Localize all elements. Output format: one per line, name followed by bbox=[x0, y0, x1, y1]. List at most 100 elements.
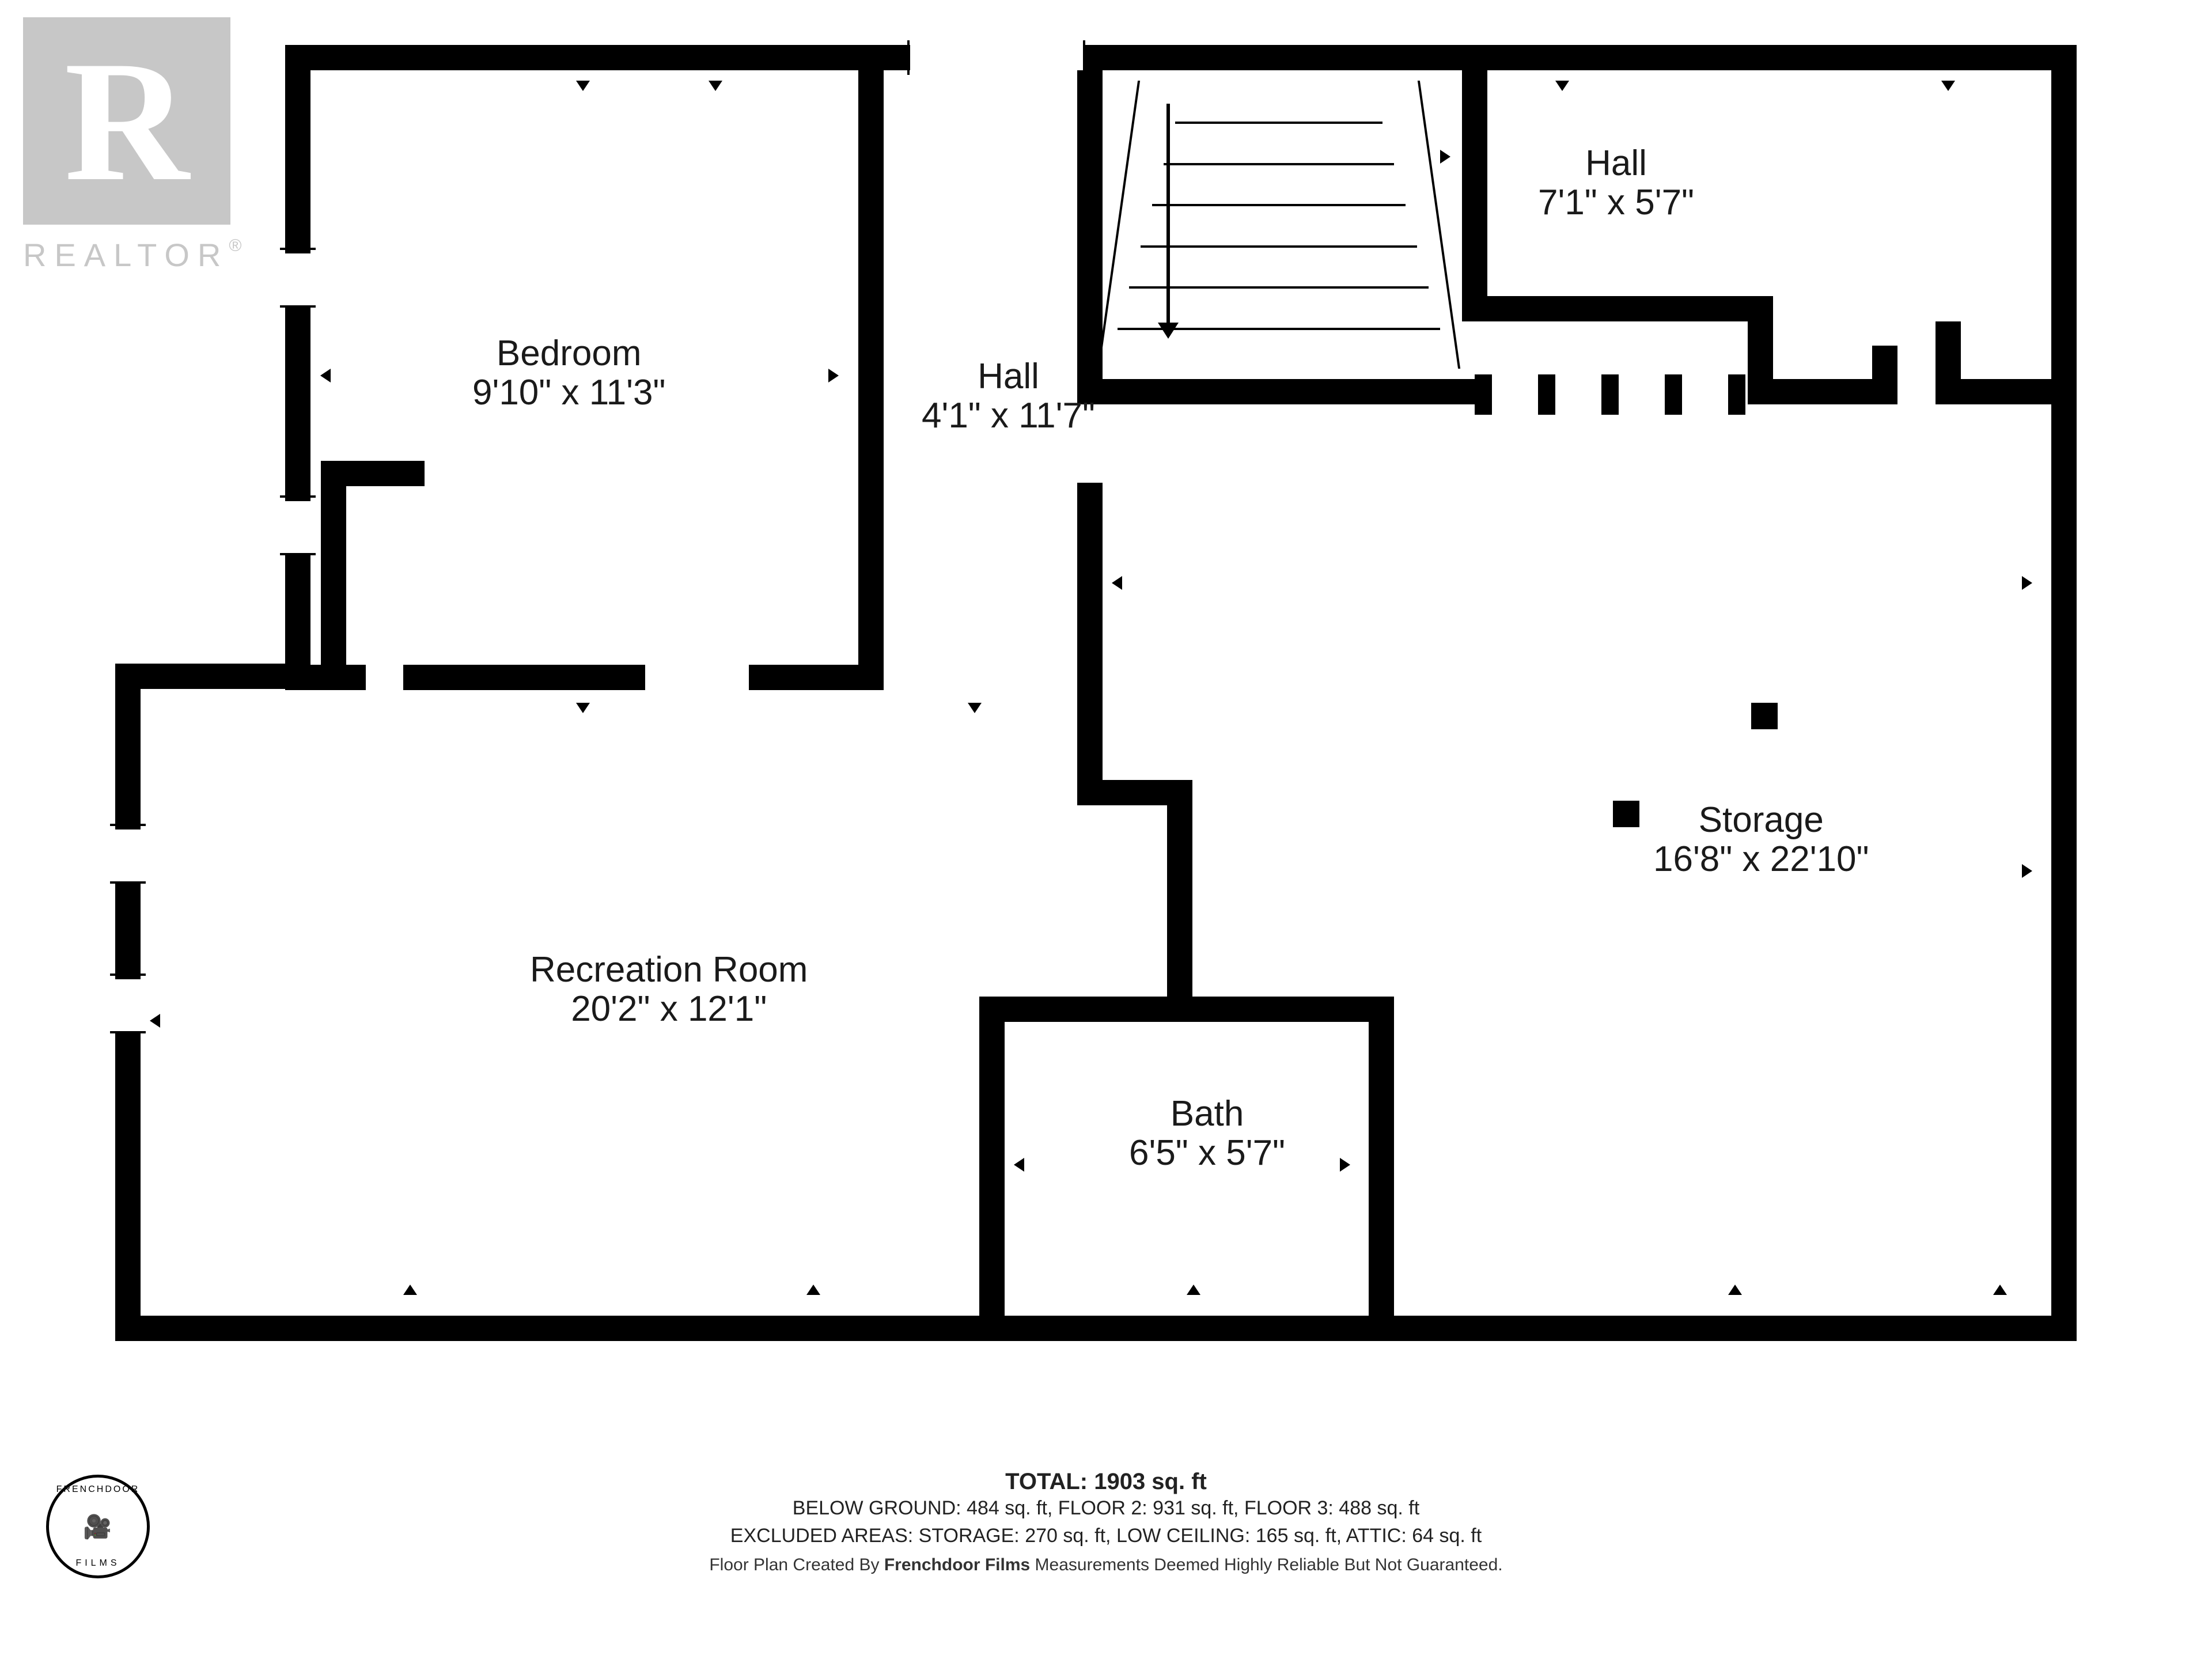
dimension-arrow-icon bbox=[806, 1285, 820, 1295]
wall-segment bbox=[1475, 374, 1492, 415]
wall-segment bbox=[979, 997, 1394, 1022]
window-trim bbox=[280, 553, 316, 555]
stair-arrow-icon bbox=[1158, 323, 1179, 339]
room-hall-mid: Hall 4'1" x 11'7" bbox=[922, 357, 1095, 435]
room-hall-top: Hall 7'1" x 5'7" bbox=[1538, 144, 1694, 222]
wall-opening bbox=[910, 45, 1083, 70]
wall-opening bbox=[1820, 296, 1872, 321]
wall-segment bbox=[115, 1316, 2077, 1341]
room-bath: Bath 6'5" x 5'7" bbox=[1129, 1094, 1285, 1173]
wall-segment bbox=[1665, 374, 1682, 415]
footer-total: TOTAL: 1903 sq. ft bbox=[357, 1469, 1855, 1495]
window-trim bbox=[110, 824, 146, 826]
dimension-arrow-icon bbox=[1993, 1285, 2007, 1295]
wall-segment bbox=[2051, 45, 2077, 1341]
window-trim bbox=[110, 881, 146, 884]
wall-opening bbox=[115, 830, 141, 881]
wall-segment bbox=[1538, 374, 1555, 415]
wall-segment bbox=[749, 665, 884, 690]
wall-segment bbox=[403, 665, 645, 690]
realtor-text-label: REALTOR bbox=[23, 237, 229, 273]
wall-segment bbox=[1077, 45, 1103, 404]
dimension-arrow-icon bbox=[828, 369, 839, 382]
wall-segment bbox=[285, 45, 2077, 70]
wall-segment bbox=[1462, 296, 1773, 321]
stair-arrow-shaft bbox=[1166, 104, 1170, 323]
stair-tread bbox=[1129, 286, 1429, 289]
wall-segment bbox=[1728, 374, 1745, 415]
window-trim bbox=[1083, 40, 1085, 75]
stair-tread bbox=[1175, 122, 1382, 124]
dimension-arrow-icon bbox=[576, 81, 590, 91]
room-hall-top-name: Hall bbox=[1538, 144, 1694, 183]
dimension-arrow-icon bbox=[968, 703, 982, 713]
room-rec-dim: 20'2" x 12'1" bbox=[530, 990, 808, 1029]
dimension-arrow-icon bbox=[1728, 1285, 1742, 1295]
column-marker bbox=[1613, 801, 1639, 827]
room-bedroom: Bedroom 9'10" x 11'3" bbox=[472, 334, 665, 412]
wall-segment bbox=[1369, 997, 1394, 1341]
dimension-arrow-icon bbox=[1440, 150, 1450, 164]
realtor-text: REALTOR® bbox=[23, 236, 249, 274]
wall-segment bbox=[1167, 780, 1192, 1022]
window-trim bbox=[110, 974, 146, 976]
wall-segment bbox=[1601, 374, 1619, 415]
stair-side bbox=[1418, 81, 1460, 369]
footer-line1: BELOW GROUND: 484 sq. ft, FLOOR 2: 931 s… bbox=[357, 1495, 1855, 1522]
window-trim bbox=[280, 305, 316, 308]
wall-segment bbox=[1748, 379, 1874, 404]
dimension-arrow-icon bbox=[1555, 81, 1569, 91]
wall-opening bbox=[285, 253, 310, 305]
stair-tread bbox=[1141, 245, 1417, 248]
room-rec: Recreation Room 20'2" x 12'1" bbox=[530, 950, 808, 1029]
window-trim bbox=[907, 40, 910, 75]
realtor-r-box: R bbox=[23, 17, 230, 225]
dimension-arrow-icon bbox=[403, 1285, 417, 1295]
room-bath-dim: 6'5" x 5'7" bbox=[1129, 1134, 1285, 1173]
room-storage: Storage 16'8" x 22'10" bbox=[1653, 801, 1869, 879]
footer-credit-post: Measurements Deemed Highly Reliable But … bbox=[1030, 1555, 1502, 1574]
dimension-arrow-icon bbox=[2022, 576, 2032, 590]
room-rec-name: Recreation Room bbox=[530, 950, 808, 990]
wall-segment bbox=[1077, 379, 1487, 404]
films-badge-icon: 🎥 bbox=[83, 1513, 113, 1540]
dimension-arrow-icon bbox=[1014, 1158, 1024, 1172]
wall-segment bbox=[321, 461, 346, 689]
dimension-arrow-icon bbox=[709, 81, 722, 91]
wall-opening bbox=[115, 979, 141, 1031]
dimension-arrow-icon bbox=[150, 1014, 160, 1028]
wall-segment bbox=[1936, 321, 1961, 404]
dimension-arrow-icon bbox=[2022, 864, 2032, 878]
dimension-arrow-icon bbox=[320, 369, 331, 382]
room-storage-dim: 16'8" x 22'10" bbox=[1653, 840, 1869, 879]
footer-credit-pre: Floor Plan Created By bbox=[709, 1555, 884, 1574]
stairs bbox=[1118, 81, 1440, 369]
footer-line2: EXCLUDED AREAS: STORAGE: 270 sq. ft, LOW… bbox=[357, 1522, 1855, 1550]
room-bedroom-name: Bedroom bbox=[472, 334, 665, 373]
realtor-r-letter: R bbox=[65, 35, 190, 207]
realtor-reg: ® bbox=[229, 236, 249, 255]
room-storage-name: Storage bbox=[1653, 801, 1869, 840]
room-hall-top-dim: 7'1" x 5'7" bbox=[1538, 183, 1694, 222]
footer-credit-bold: Frenchdoor Films bbox=[884, 1555, 1030, 1574]
films-badge-bottom: FILMS bbox=[75, 1558, 120, 1569]
dimension-arrow-icon bbox=[1340, 1158, 1350, 1172]
dimension-arrow-icon bbox=[1082, 150, 1092, 164]
window-trim bbox=[280, 495, 316, 498]
room-bedroom-dim: 9'10" x 11'3" bbox=[472, 373, 665, 412]
footer-credit: Floor Plan Created By Frenchdoor Films M… bbox=[357, 1555, 1855, 1575]
window-trim bbox=[280, 248, 316, 250]
stair-tread bbox=[1152, 204, 1406, 206]
films-badge-top: FRENCHDOOR bbox=[56, 1484, 140, 1495]
dimension-arrow-icon bbox=[576, 703, 590, 713]
stair-side bbox=[1097, 81, 1140, 369]
wall-segment bbox=[1872, 346, 1897, 404]
footer: TOTAL: 1903 sq. ft BELOW GROUND: 484 sq.… bbox=[357, 1469, 1855, 1575]
stair-tread bbox=[1164, 163, 1394, 165]
wall-opening bbox=[285, 501, 310, 553]
column-marker bbox=[1751, 703, 1778, 729]
dimension-arrow-icon bbox=[1187, 1285, 1200, 1295]
wall-segment bbox=[858, 45, 884, 690]
wall-segment bbox=[979, 997, 1005, 1341]
window-trim bbox=[110, 1031, 146, 1033]
